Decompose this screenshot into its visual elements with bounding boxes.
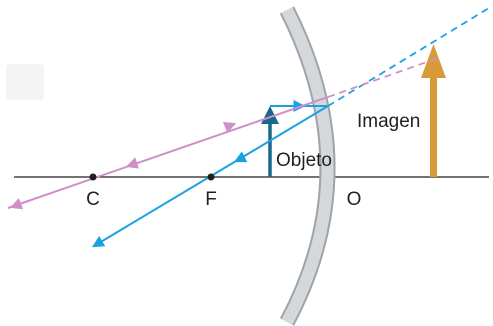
- watermark-block: [6, 64, 44, 100]
- vertex-label: O: [347, 189, 362, 210]
- ray-parallel: [91, 7, 490, 248]
- center-point: [89, 173, 97, 181]
- center-label: C: [86, 189, 100, 210]
- focus-label: F: [205, 189, 217, 210]
- concave-mirror-surface: [281, 7, 334, 325]
- ray-center: [7, 57, 439, 210]
- focus-point: [207, 173, 215, 181]
- object-label: Objeto: [276, 150, 332, 171]
- image-label: Imagen: [357, 111, 420, 132]
- image-arrow: [421, 44, 446, 177]
